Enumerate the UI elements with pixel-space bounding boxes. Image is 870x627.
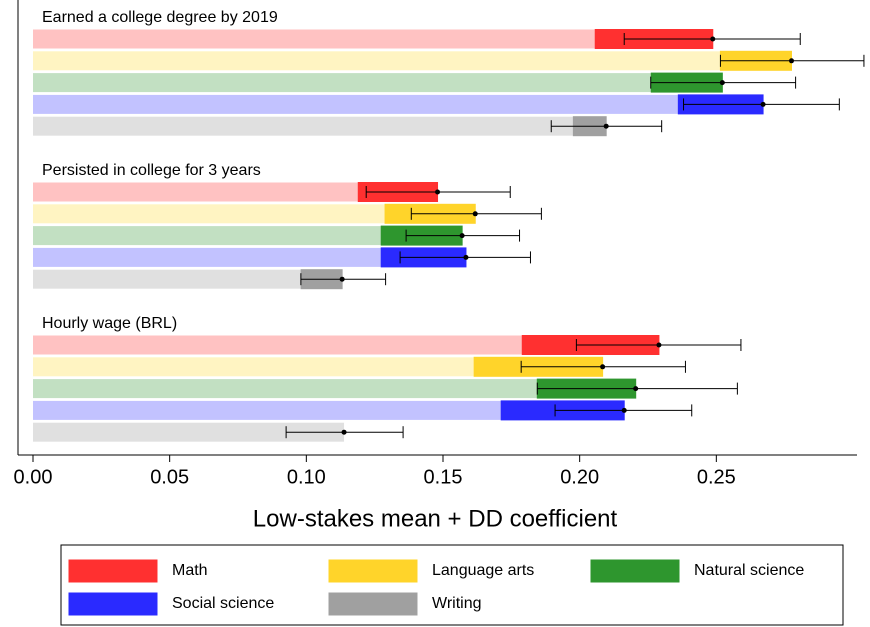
legend-swatch [328,559,418,583]
base-bar [33,182,359,202]
base-bar [33,247,382,267]
point [472,211,478,217]
point [341,429,347,435]
point [459,233,465,239]
legend-swatch [328,592,418,616]
point [789,58,794,64]
x-tick-label: 0.00 [14,466,53,488]
x-tick-label: 0.05 [150,466,189,488]
point [760,101,766,107]
point [621,407,627,413]
base-bar [33,335,523,355]
legend-swatch [68,592,158,616]
base-bar [33,116,574,136]
point [339,276,345,282]
x-tick-label: 0.25 [697,466,736,488]
group-title: Persisted in college for 3 years [42,162,261,179]
x-tick-label: 0.15 [424,466,463,488]
legend-label: Math [172,562,208,579]
group-title: Hourly wage (BRL) [42,315,177,332]
legend-swatch [68,559,158,583]
legend-label: Social science [172,595,274,612]
base-bar [33,73,652,93]
base-bar [33,51,721,71]
legend-label: Writing [432,595,482,612]
base-bar [33,269,302,289]
point [435,189,441,195]
x-tick-label: 0.10 [287,466,326,488]
point [633,386,639,392]
point [603,123,609,129]
base-bar [33,94,679,114]
point [600,364,606,370]
base-bar [33,400,502,420]
point [719,80,725,86]
point [656,342,662,348]
legend-swatch [590,559,680,583]
legend-label: Natural science [694,562,804,579]
base-bar [33,204,386,224]
x-axis-label: Low-stakes mean + DD coefficient [253,505,618,532]
legend-label: Language arts [432,562,534,579]
point [463,254,469,260]
x-tick-label: 0.20 [560,466,599,488]
base-bar [33,379,538,399]
base-bar [33,357,475,377]
base-bar [33,226,382,246]
point [710,36,716,42]
legend-box [60,544,844,626]
base-bar [33,422,345,442]
group-title: Earned a college degree by 2019 [42,9,278,26]
base-bar [33,29,596,49]
